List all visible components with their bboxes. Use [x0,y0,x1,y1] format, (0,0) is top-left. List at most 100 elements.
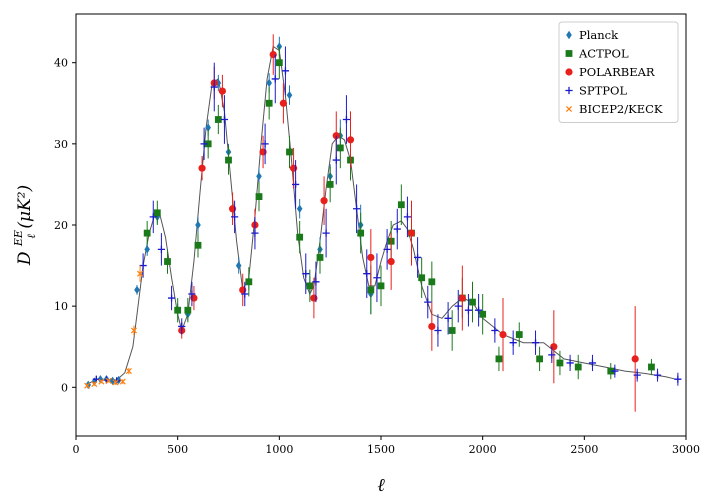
data-point [320,197,328,205]
data-point [633,371,641,379]
data-point [475,306,483,314]
data-point [204,140,212,148]
x-tick-label: 500 [167,443,188,456]
y-tick-label: 20 [54,219,68,232]
legend-marker [565,68,573,76]
series-planck [85,36,374,390]
data-point [674,375,682,383]
data-point [611,367,619,375]
data-point [198,164,206,172]
legend: Planck ACTPOL POLARBEAR SPTPOL BICEP2/KECK [558,21,679,123]
y-axis-label-subscript: ℓ [25,234,38,239]
data-point [210,83,218,91]
data-point [424,298,432,306]
data-point [509,339,517,347]
x-tick-label: 1000 [265,443,293,456]
x-tick-label: 2000 [469,443,497,456]
data-point [275,59,283,67]
data-point [220,115,229,124]
legend-item-planck: Planck [566,28,619,42]
data-point [383,245,391,253]
data-point [407,229,416,237]
data-point [218,87,226,95]
data-point [566,359,574,367]
legend-label: Planck [579,28,619,42]
legend-label: POLARBEAR [579,65,655,79]
y-axis-label-superscript: EE [12,230,25,247]
data-point [418,274,426,282]
data-point [286,90,293,100]
data-point [444,314,452,322]
data-point [367,253,375,262]
x-tick-label: 2500 [570,443,598,456]
data-point [464,306,473,314]
data-point [188,290,196,298]
data-point [112,379,119,386]
data-point [336,144,344,152]
legend-label: SPTPOL [579,84,627,98]
legend-marker [566,30,572,40]
series-sptpol [92,46,682,386]
data-point [286,148,293,156]
data-point [397,201,405,209]
data-point [200,140,208,148]
y-tick-label: 30 [54,138,68,151]
data-point [167,294,176,302]
data-point [134,285,140,295]
data-point [235,261,242,270]
data-point [469,298,476,306]
data-point [353,205,361,213]
data-point [531,339,540,347]
data-point [271,75,279,83]
data-point [548,351,556,359]
data-point [363,270,371,278]
data-point [296,233,304,241]
data-point [631,355,639,363]
data-point [326,181,334,188]
data-point [164,258,171,265]
data-point [130,327,137,334]
data-point [296,204,303,213]
data-point [149,213,157,221]
legend-item-polarbear: POLARBEAR [565,65,655,79]
data-point [265,99,273,107]
data-point [266,78,272,88]
y-axis-label-units: (μK²) [15,185,35,229]
data-point [434,326,442,335]
x-axis-label: ℓ [377,475,385,496]
data-point [367,286,375,294]
data-point [316,254,324,261]
data-point [195,220,201,230]
data-point [515,331,523,338]
y-tick-label: 10 [54,300,68,313]
data-point [251,229,259,237]
data-point [653,371,662,379]
y-axis-label-main: D [15,251,35,266]
legend-marker [565,50,573,57]
data-point [231,213,239,221]
data-point [322,229,330,237]
series-actpol [143,46,655,380]
data-point [414,253,422,262]
data-point [588,359,597,367]
legend-item-sptpol: SPTPOL [565,84,627,98]
data-point [428,278,436,286]
data-point [225,156,232,164]
data-point [403,213,412,221]
data-point [184,306,192,314]
legend-item-bicep2-keck: BICEP2/KECK [565,102,663,116]
data-point [556,359,564,367]
legend-marker [565,105,573,113]
data-point [491,326,499,335]
data-point [495,355,503,363]
data-point [448,327,456,334]
x-axis: 0 500 1000 1500 2000 2500 3000 [73,436,700,456]
data-point [536,355,543,363]
data-points-layer [84,34,682,412]
data-point [292,180,300,189]
data-point [137,270,144,277]
data-point [346,136,355,144]
data-point [174,306,182,314]
x-tick-label: 1500 [367,443,395,456]
